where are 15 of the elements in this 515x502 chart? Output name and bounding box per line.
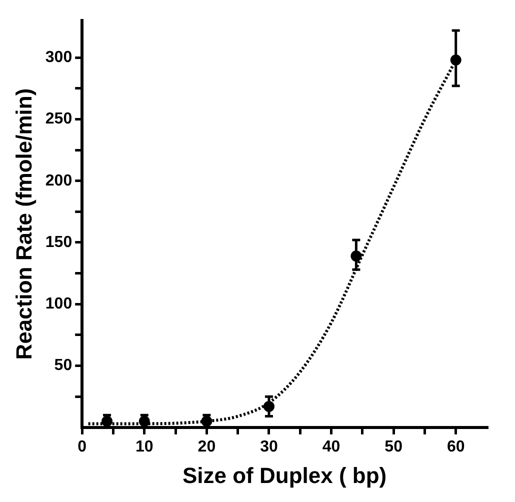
y-tick-label: 300	[45, 48, 72, 66]
x-tick-label: 60	[446, 438, 465, 456]
x-tick-label: 40	[322, 438, 340, 456]
x-tick-label: 50	[384, 438, 403, 456]
y-tick-label: 50	[54, 357, 72, 374]
y-axis-title: Reaction Rate (fmole/min)	[11, 88, 36, 360]
x-axis-title: Size of Duplex ( bp)	[182, 462, 387, 488]
y-tick-label: 200	[45, 172, 72, 190]
x-tick-label: 20	[198, 438, 216, 456]
x-tick-label: 10	[135, 438, 154, 456]
y-tick-label: 250	[45, 110, 72, 128]
x-tick-label: 30	[260, 438, 278, 456]
y-tick-label: 150	[45, 234, 72, 251]
y-tick-label: 100	[45, 296, 72, 313]
x-tick-label: 0	[78, 438, 87, 456]
